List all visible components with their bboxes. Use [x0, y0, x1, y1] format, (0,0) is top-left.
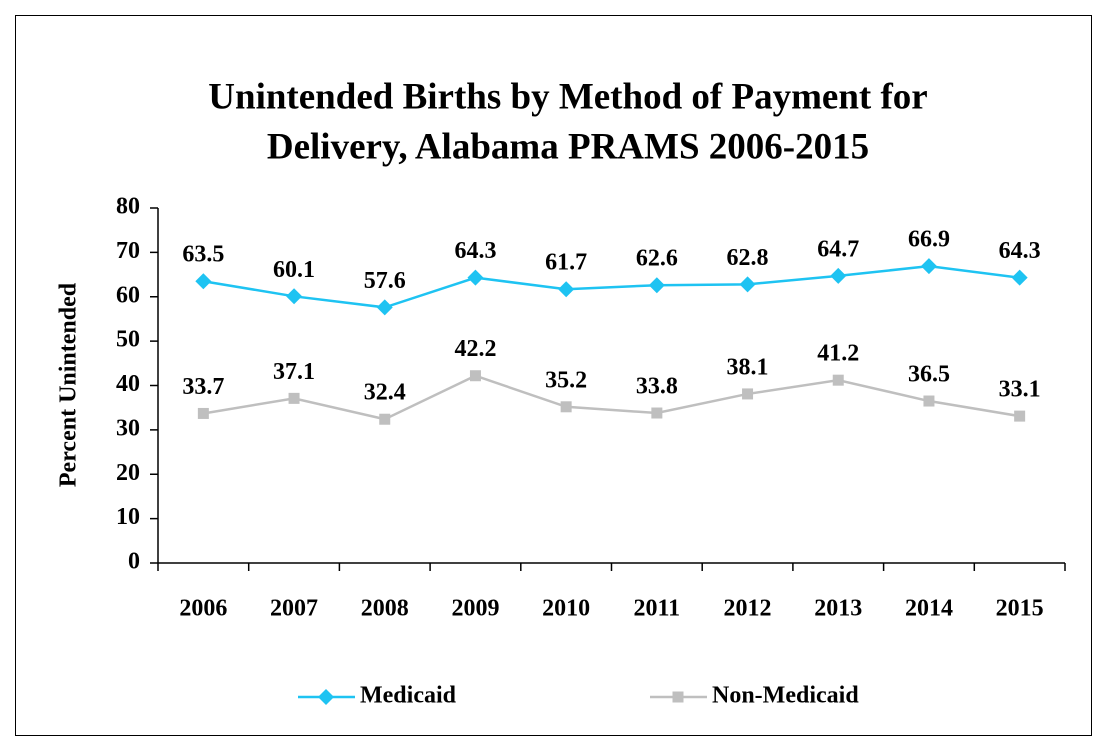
x-tick-label: 2007 [270, 596, 318, 622]
marker [558, 281, 575, 298]
x-tick-label: 2008 [361, 596, 409, 622]
data-label: 33.7 [182, 374, 224, 400]
data-label: 62.6 [636, 246, 678, 272]
marker [467, 269, 484, 286]
marker [651, 407, 663, 419]
marker [920, 258, 937, 275]
marker [288, 392, 300, 404]
legend-label: Medicaid [360, 683, 457, 709]
y-tick-label: 80 [116, 194, 140, 220]
marker [469, 370, 481, 382]
y-tick-label: 40 [116, 371, 140, 397]
chart-title: Delivery, Alabama PRAMS 2006-2015 [267, 126, 869, 167]
data-label: 61.7 [545, 250, 587, 276]
data-label: 64.3 [999, 238, 1041, 264]
x-tick-label: 2012 [724, 596, 772, 622]
data-label: 60.1 [273, 257, 315, 283]
data-label: 63.5 [182, 242, 224, 268]
y-tick-label: 0 [128, 549, 140, 575]
marker [376, 299, 393, 316]
x-tick-label: 2011 [634, 596, 681, 622]
data-label: 64.3 [454, 238, 496, 264]
data-label: 42.2 [454, 336, 496, 362]
marker [923, 395, 935, 407]
series-line [203, 264, 1020, 309]
marker [648, 277, 665, 294]
x-tick-label: 2013 [814, 596, 862, 622]
y-tick-label: 20 [116, 460, 140, 486]
data-label: 57.6 [364, 268, 406, 294]
x-tick-label: 2009 [451, 596, 499, 622]
marker [742, 388, 754, 400]
marker [318, 689, 334, 705]
y-tick-label: 70 [116, 238, 140, 264]
marker [830, 267, 847, 284]
data-label: 33.1 [999, 377, 1041, 403]
x-tick-label: 2006 [179, 596, 227, 622]
marker [832, 374, 844, 386]
marker [739, 276, 756, 293]
data-label: 32.4 [364, 380, 406, 406]
series-line [203, 374, 1020, 421]
data-label: 66.9 [908, 227, 950, 253]
chart-title: Unintended Births by Method of Payment f… [208, 76, 927, 117]
marker [1014, 410, 1026, 422]
data-label: 64.7 [817, 236, 859, 262]
y-axis-label: Percent Unintended [56, 282, 82, 487]
y-tick-label: 60 [116, 282, 140, 308]
data-label: 38.1 [727, 354, 769, 380]
data-label: 62.8 [727, 245, 769, 271]
x-tick-label: 2010 [542, 596, 590, 622]
marker [560, 401, 572, 413]
data-label: 36.5 [908, 362, 950, 388]
y-tick-label: 10 [116, 504, 140, 530]
data-label: 35.2 [545, 367, 587, 393]
data-label: 41.2 [817, 341, 859, 367]
x-tick-label: 2015 [996, 596, 1044, 622]
data-label: 37.1 [273, 359, 315, 385]
marker [195, 273, 212, 290]
marker [672, 691, 684, 703]
marker [1011, 269, 1028, 286]
y-tick-label: 30 [116, 415, 140, 441]
data-label: 33.8 [636, 374, 678, 400]
marker [379, 413, 391, 425]
marker [197, 407, 209, 419]
marker [286, 288, 303, 305]
y-tick-label: 50 [116, 327, 140, 353]
legend-label: Non-Medicaid [712, 683, 859, 709]
x-tick-label: 2014 [905, 596, 953, 622]
